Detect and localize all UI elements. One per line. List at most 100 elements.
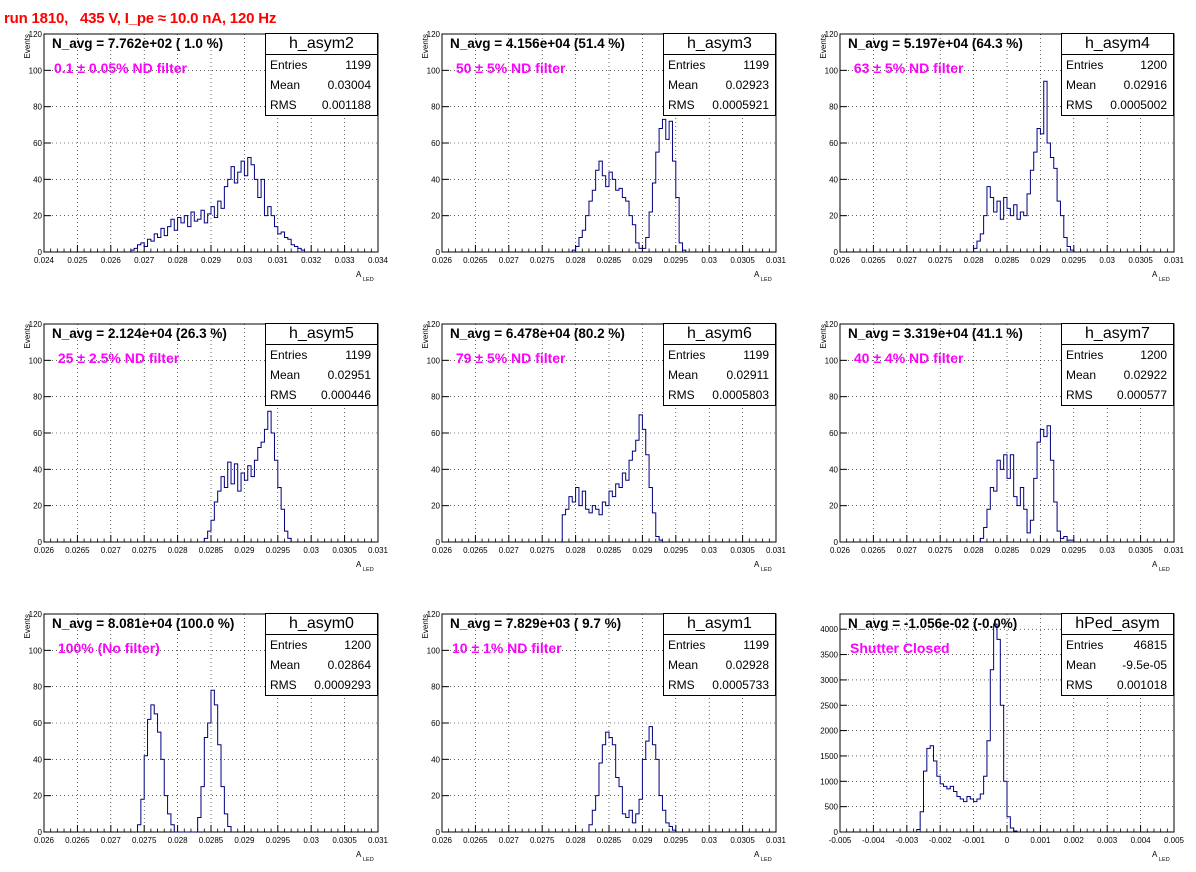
navg-label: N_avg = 4.156e+04 (51.4 %) — [450, 36, 625, 51]
stats-value: 0.02916 — [1123, 78, 1167, 92]
stats-row-entries: Entries 1199 — [664, 345, 775, 365]
histogram-series-h_asym3 — [571, 118, 687, 252]
x-tick-label: 0.0285 — [597, 546, 622, 555]
stats-title: h_asym0 — [266, 614, 377, 635]
x-tick-label: 0.027 — [101, 546, 122, 555]
filter-label: 79 ± 5% ND filter — [452, 350, 566, 366]
x-axis-title-subscript: LED — [1159, 567, 1170, 573]
x-axis-title-subscript: LED — [1159, 277, 1170, 283]
x-tick-label: 0.031 — [766, 256, 787, 265]
x-tick-label: 0.028 — [566, 546, 587, 555]
x-tick-label: 0.026 — [34, 836, 55, 845]
stats-value: 0.02922 — [1123, 368, 1167, 382]
stats-row-entries: Entries 46815 — [1062, 635, 1173, 655]
x-tick-label: 0.0295 — [664, 546, 689, 555]
x-tick-label: 0.0295 — [1062, 256, 1087, 265]
stats-row-entries: Entries 1199 — [664, 55, 775, 75]
x-tick-label: 0.027 — [897, 546, 918, 555]
y-tick-label: 120 — [29, 30, 43, 39]
y-tick-label: 120 — [825, 30, 839, 39]
stats-label: Mean — [1066, 78, 1097, 92]
y-tick-label: 0 — [834, 538, 839, 547]
stats-row-mean: Mean 0.02951 — [266, 365, 377, 385]
stats-value: 0.0005921 — [712, 98, 769, 112]
stats-label: Mean — [668, 78, 699, 92]
stats-label: Entries — [270, 58, 308, 72]
x-tick-label: 0.0285 — [995, 546, 1020, 555]
stats-value: 0.001188 — [321, 98, 371, 112]
stats-box: h_asym5 Entries 1199 Mean 0.02951 RMS 0.000446 — [265, 323, 378, 406]
x-tick-label: 0.0295 — [266, 836, 291, 845]
x-tick-label: 0.028 — [168, 256, 189, 265]
filter-label: Shutter Closed — [850, 640, 950, 656]
x-tick-label: 0.003 — [1097, 836, 1118, 845]
stats-title: h_asym7 — [1062, 324, 1173, 345]
x-tick-label: 0.0305 — [730, 836, 755, 845]
x-tick-label: 0.027 — [134, 256, 155, 265]
stats-title: h_asym4 — [1062, 34, 1173, 55]
x-tick-label: 0.0275 — [928, 256, 953, 265]
y-tick-label: 120 — [427, 610, 441, 619]
stats-row-entries: Entries 1200 — [1062, 345, 1173, 365]
x-tick-label: 0.0305 — [1128, 546, 1153, 555]
stats-row-mean: Mean 0.03004 — [266, 75, 377, 95]
y-tick-label: 80 — [33, 393, 42, 402]
x-tick-label: 0.0275 — [530, 836, 555, 845]
x-axis-title-subscript: LED — [363, 567, 374, 573]
x-tick-label: 0.026 — [34, 546, 55, 555]
y-tick-label: 80 — [431, 683, 440, 692]
stats-value: 0.02864 — [327, 658, 371, 672]
y-tick-label: 100 — [29, 646, 43, 655]
y-tick-label: 40 — [829, 175, 838, 184]
y-tick-label: 20 — [33, 792, 42, 801]
stats-row-entries: Entries 1199 — [266, 55, 377, 75]
x-tick-label: 0.031 — [1164, 256, 1185, 265]
x-tick-label: 0.028 — [566, 836, 587, 845]
stats-label: RMS — [1066, 678, 1093, 692]
y-tick-label: 40 — [431, 755, 440, 764]
y-tick-label: 40 — [33, 175, 42, 184]
histogram-panel-h_asym3: 0.026 0.0265 0.027 0.0275 0.028 0.0285 0.029 0.… — [398, 0, 796, 290]
y-tick-label: 60 — [33, 139, 42, 148]
filter-label: 25 ± 2.5% ND filter — [54, 350, 180, 366]
histogram-panel-h_asym5: 0.026 0.0265 0.027 0.0275 0.028 0.0285 0.029 0.… — [0, 290, 398, 580]
stats-row-rms: RMS 0.001018 — [1062, 675, 1173, 695]
x-tick-label: 0.034 — [368, 256, 389, 265]
stats-value: 0.001018 — [1116, 678, 1167, 692]
x-tick-label: 0.0265 — [463, 256, 488, 265]
navg-label: N_avg = 7.762e+02 ( 1.0 %) — [52, 36, 224, 51]
histogram-svg: 0.026 0.0265 0.027 0.0275 0.028 0.0285 0.029 0.… — [23, 610, 389, 863]
y-tick-label: 80 — [431, 103, 440, 112]
x-tick-label: 0.031 — [766, 836, 787, 845]
y-axis-title: Events — [23, 324, 32, 348]
stats-value: 46815 — [1133, 638, 1167, 652]
stats-value: 1200 — [1140, 58, 1167, 72]
stats-title: h_asym3 — [664, 34, 775, 55]
y-tick-label: 500 — [825, 803, 839, 812]
stats-value: 0.000446 — [320, 388, 371, 402]
x-tick-label: 0.0305 — [332, 836, 357, 845]
navg-label: N_avg = 8.081e+04 (100.0 %) — [52, 616, 235, 631]
y-tick-label: 60 — [33, 429, 42, 438]
navg-label: N_avg = 3.319e+04 (41.1 %) — [848, 326, 1023, 341]
stats-row-rms: RMS 0.0005921 — [664, 95, 775, 115]
x-tick-label: 0.026 — [432, 836, 453, 845]
x-tick-label: 0.026 — [432, 256, 453, 265]
histogram-panel-h_asym0: 0.026 0.0265 0.027 0.0275 0.028 0.0285 0.029 0.… — [0, 580, 398, 870]
stats-title: hPed_asym — [1062, 614, 1173, 635]
stats-value: 1199 — [743, 638, 769, 652]
x-tick-label: 0.03 — [1099, 546, 1115, 555]
x-tick-label: 0.0275 — [132, 546, 157, 555]
x-tick-label: 0.033 — [335, 256, 356, 265]
filter-label: 40 ± 4% ND filter — [850, 350, 964, 366]
x-tick-label: 0.0265 — [463, 836, 488, 845]
y-tick-label: 0 — [38, 828, 43, 837]
x-axis-title-subscript: LED — [1159, 857, 1170, 863]
y-tick-label: 20 — [431, 792, 440, 801]
stats-label: Entries — [668, 638, 706, 652]
y-tick-label: 0 — [436, 828, 441, 837]
y-tick-label: 40 — [431, 175, 440, 184]
histogram-panel-h_asym6: 0.026 0.0265 0.027 0.0275 0.028 0.0285 0.029 0.… — [398, 290, 796, 580]
stats-label: Entries — [270, 638, 308, 652]
x-tick-label: 0 — [1005, 836, 1010, 845]
